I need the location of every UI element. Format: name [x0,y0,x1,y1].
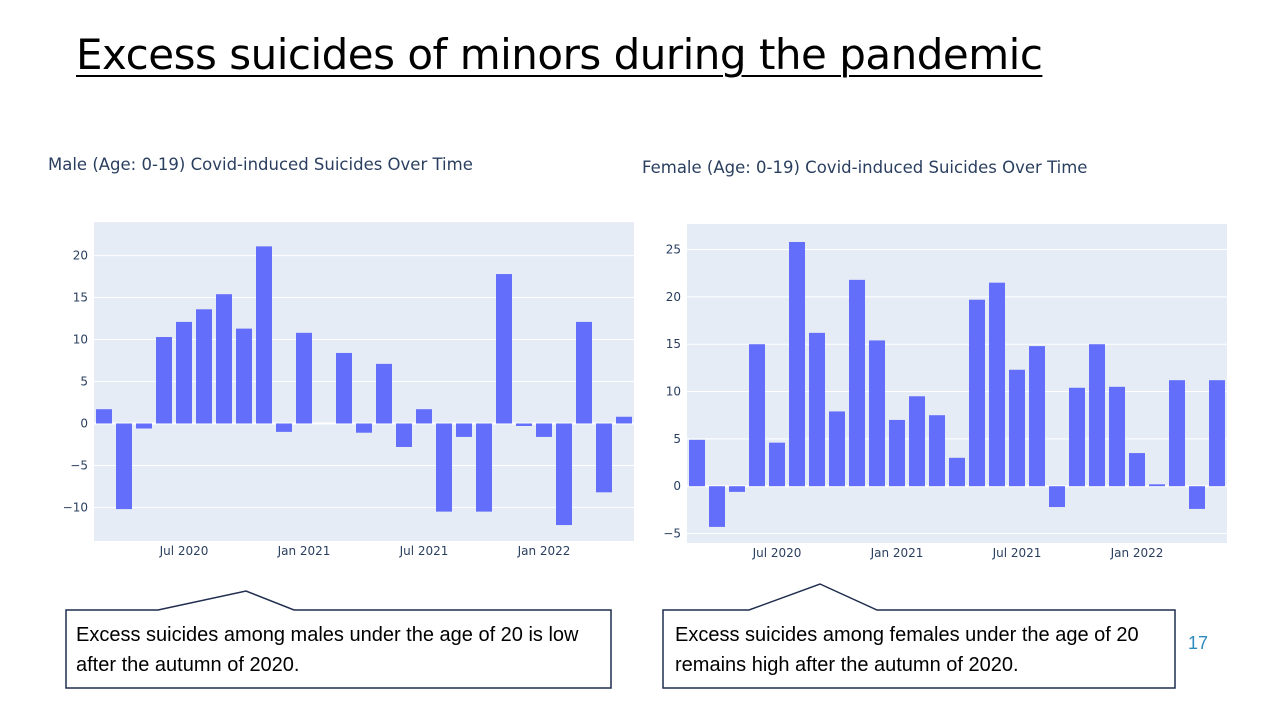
male-bar [276,423,292,432]
female-ytick-label: 20 [666,290,681,304]
female-bar [829,411,845,487]
male-ytick-label: −5 [70,458,88,472]
female-bar [1009,369,1025,487]
male-bar [436,423,452,512]
female-bar [1089,344,1105,487]
female-bar [749,344,765,487]
male-bar [156,337,172,424]
female-bar [849,279,865,487]
female-bar [1169,380,1185,487]
male-bar [456,423,472,437]
male-ytick-label: 5 [80,375,88,389]
male-bar [216,294,232,424]
female-bar [1129,453,1145,487]
female-bar [909,396,925,487]
male-callout-text: Excess suicides among males under the ag… [76,624,579,676]
male-chart-title: Male (Age: 0-19) Covid-induced Suicides … [48,155,473,174]
female-bar [729,486,745,492]
male-bar [596,423,612,493]
male-ytick-label: −10 [63,500,88,514]
female-ytick-label: 0 [673,479,681,493]
female-callout-box [662,583,1176,689]
slide-title: Excess suicides of minors during the pan… [76,30,1043,79]
male-callout-box [65,590,612,689]
female-bar [949,457,965,487]
male-ytick-label: 0 [80,416,88,430]
male-bar [196,309,212,424]
male-bar [136,423,152,429]
female-bar [1049,486,1065,508]
female-bar [929,415,945,487]
male-bar [416,409,432,424]
male-ytick-label: 10 [73,333,88,347]
male-bar [476,423,492,512]
female-bar [1029,346,1045,487]
male-bar [176,321,192,424]
female-bar [969,299,985,487]
male-bar [336,352,352,424]
page-number: 17 [1188,633,1209,653]
male-bar [376,363,392,424]
male-bar-chart: 20 15 10 5 0 −5 −10 Jul 2020 Jan 2021 Jul 2021 Jan… [63,222,634,558]
male-xtick-label: Jan 2021 [277,544,331,558]
male-bar [296,332,312,424]
female-bar [989,282,1005,487]
male-xtick-label: Jul 2020 [159,544,209,558]
male-ytick-label: 15 [73,291,88,305]
male-bar [496,274,512,424]
female-bar [789,241,805,487]
male-ytick-label: 20 [73,249,88,263]
female-bar [769,442,785,487]
female-bar [869,340,885,487]
female-bar [1209,380,1225,487]
female-callout-text: Excess suicides among females under the … [675,624,1139,676]
male-bar [556,423,572,526]
male-bar [236,328,252,424]
female-ytick-label: −5 [663,527,681,541]
male-xtick-label: Jan 2022 [517,544,571,558]
female-bar [1069,387,1085,487]
female-xtick-label: Jan 2022 [1110,546,1164,560]
male-bar [356,423,372,433]
male-bar [96,409,112,424]
female-ytick-label: 5 [673,432,681,446]
male-bar [256,246,272,424]
male-bar [116,423,132,510]
female-bar-chart: 25 20 15 10 5 0 −5 Jul 2020 Jan 2021 Jul 2021 Jan … [663,224,1227,560]
female-xtick-label: Jan 2021 [870,546,924,560]
female-ytick-label: 10 [666,385,681,399]
female-bar [689,439,705,487]
male-bar [576,321,592,424]
male-bar [616,416,632,424]
male-bar [396,423,412,447]
female-bar [709,486,725,527]
male-bar [516,423,532,426]
female-ytick-label: 15 [666,337,681,351]
female-bar [889,419,905,487]
female-bar [1109,386,1125,487]
female-bar [1149,484,1165,487]
female-xtick-label: Jul 2020 [752,546,802,560]
female-plot-area [687,224,1227,543]
female-bar [809,332,825,487]
female-xtick-label: Jul 2021 [992,546,1042,560]
female-chart-title: Female (Age: 0-19) Covid-induced Suicide… [642,158,1088,177]
male-xtick-label: Jul 2021 [399,544,449,558]
female-ytick-label: 25 [666,243,681,257]
female-bar [1189,486,1205,509]
male-bar [536,423,552,437]
